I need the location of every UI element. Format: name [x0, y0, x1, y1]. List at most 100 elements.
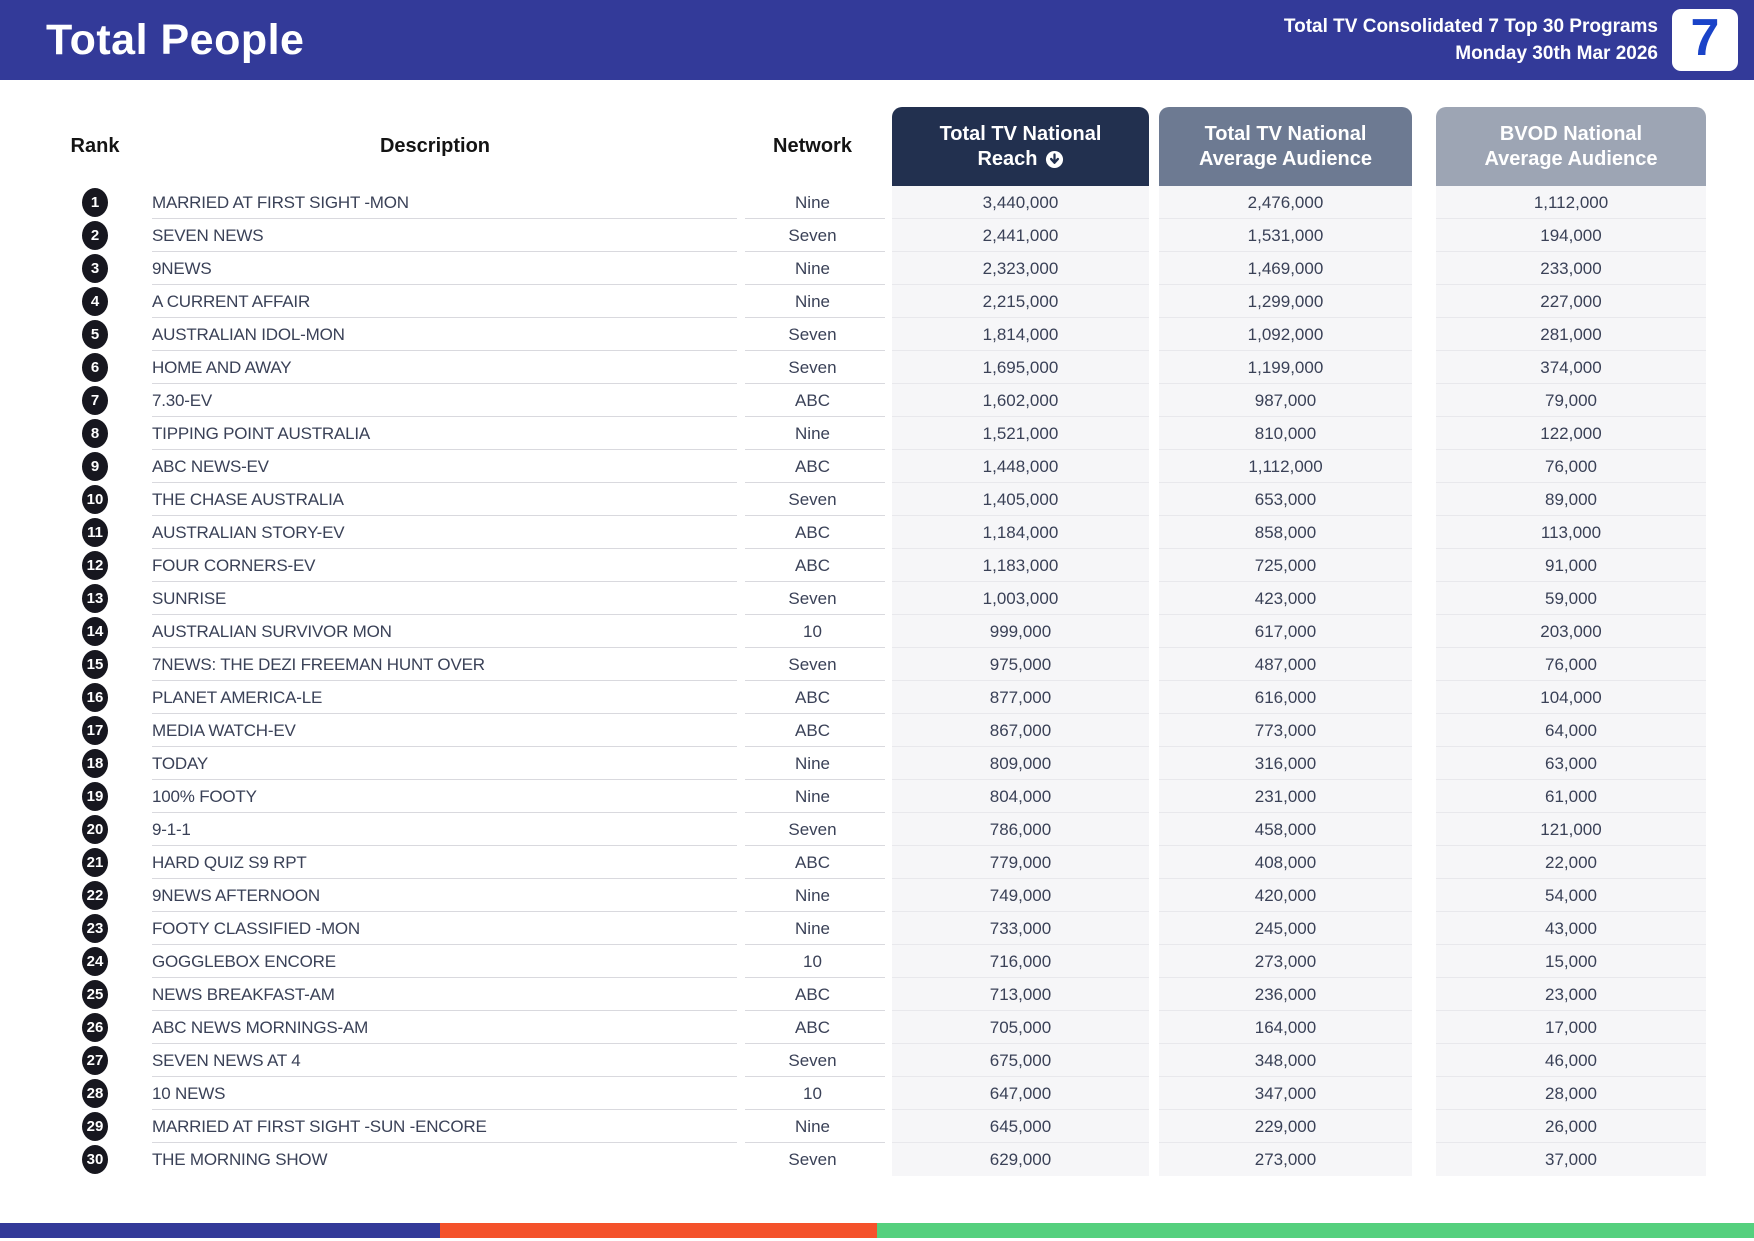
total-tv-reach-cell: 1,003,000 [892, 582, 1149, 615]
network-cell: 10 [740, 945, 885, 978]
rank-badge: 1 [82, 188, 108, 217]
rank-cell: 26 [60, 1011, 130, 1044]
program-description-cell: A CURRENT AFFAIR [130, 285, 740, 318]
table-row: 28 10 NEWS 10 647,000 347,000 28,000 [60, 1077, 1706, 1110]
program-description-cell: 9NEWS AFTERNOON [130, 879, 740, 912]
rank-badge: 28 [82, 1079, 108, 1108]
table-row: 24 GOGGLEBOX ENCORE 10 716,000 273,000 1… [60, 945, 1706, 978]
bvod-average-cell: 15,000 [1436, 945, 1706, 978]
bvod-average-cell: 122,000 [1436, 417, 1706, 450]
rank-badge: 23 [82, 914, 108, 943]
rank-badge: 24 [82, 947, 108, 976]
table-row: 14 AUSTRALIAN SURVIVOR MON 10 999,000 61… [60, 615, 1706, 648]
report-date: Monday 30th Mar 2026 [1455, 43, 1658, 64]
rank-cell: 4 [60, 285, 130, 318]
total-tv-reach-cell: 867,000 [892, 714, 1149, 747]
network-cell: Nine [740, 1110, 885, 1143]
bvod-average-cell: 63,000 [1436, 747, 1706, 780]
rank-cell: 16 [60, 681, 130, 714]
table-row: 22 9NEWS AFTERNOON Nine 749,000 420,000 … [60, 879, 1706, 912]
rank-badge: 7 [82, 386, 108, 415]
column-header-description: Description [379, 135, 491, 157]
bvod-average-cell: 17,000 [1436, 1011, 1706, 1044]
total-tv-reach-cell: 645,000 [892, 1110, 1149, 1143]
network-cell: ABC [740, 1011, 885, 1044]
table-row: 21 HARD QUIZ S9 RPT ABC 779,000 408,000 … [60, 846, 1706, 879]
bvod-average-cell: 1,112,000 [1436, 186, 1706, 219]
rank-cell: 24 [60, 945, 130, 978]
table-row: 3 9NEWS Nine 2,323,000 1,469,000 233,000 [60, 252, 1706, 285]
rank-cell: 28 [60, 1077, 130, 1110]
rank-cell: 22 [60, 879, 130, 912]
total-tv-reach-cell: 975,000 [892, 648, 1149, 681]
footer-accent-segment [876, 1223, 1754, 1238]
rank-cell: 8 [60, 417, 130, 450]
column-header-total-tv-reach[interactable]: Total TV National Reach [892, 107, 1149, 186]
total-tv-average-cell: 458,000 [1159, 813, 1412, 846]
program-description-cell: FOOTY CLASSIFIED -MON [130, 912, 740, 945]
total-tv-reach-cell: 675,000 [892, 1044, 1149, 1077]
program-description-cell: MARRIED AT FIRST SIGHT -MON [130, 186, 740, 219]
rank-badge: 10 [82, 485, 108, 514]
total-tv-reach-cell: 1,521,000 [892, 417, 1149, 450]
program-description-cell: NEWS BREAKFAST-AM [130, 978, 740, 1011]
rank-cell: 27 [60, 1044, 130, 1077]
rank-badge: 22 [82, 881, 108, 910]
bvod-average-cell: 121,000 [1436, 813, 1706, 846]
rank-badge: 29 [82, 1112, 108, 1141]
rank-badge: 9 [82, 452, 108, 481]
column-header-total-tv-average[interactable]: Total TV National Average Audience [1159, 107, 1412, 186]
network-cell: ABC [740, 384, 885, 417]
rank-badge: 14 [82, 617, 108, 646]
table-row: 2 SEVEN NEWS Seven 2,441,000 1,531,000 1… [60, 219, 1706, 252]
circle-arrow-down-icon [1045, 150, 1063, 168]
total-tv-average-cell: 1,469,000 [1159, 252, 1412, 285]
bvod-average-cell: 46,000 [1436, 1044, 1706, 1077]
table-row: 9 ABC NEWS-EV ABC 1,448,000 1,112,000 76… [60, 450, 1706, 483]
program-description-cell: 7NEWS: THE DEZI FREEMAN HUNT OVER [130, 648, 740, 681]
total-tv-reach-cell: 2,323,000 [892, 252, 1149, 285]
program-description-cell: SEVEN NEWS AT 4 [130, 1044, 740, 1077]
rank-badge: 25 [82, 980, 108, 1009]
rank-badge: 6 [82, 353, 108, 382]
column-header-bvod-average[interactable]: BVOD National Average Audience [1436, 107, 1706, 186]
rank-cell: 29 [60, 1110, 130, 1143]
rank-cell: 18 [60, 747, 130, 780]
bvod-average-cell: 203,000 [1436, 615, 1706, 648]
seven-logo-glyph: 7 [1690, 9, 1720, 67]
network-cell: Nine [740, 285, 885, 318]
rank-badge: 18 [82, 749, 108, 778]
table-row: 27 SEVEN NEWS AT 4 Seven 675,000 348,000… [60, 1044, 1706, 1077]
rank-cell: 13 [60, 582, 130, 615]
total-tv-average-cell: 273,000 [1159, 945, 1412, 978]
table-body: 1 MARRIED AT FIRST SIGHT -MON Nine 3,440… [60, 186, 1706, 1176]
total-tv-reach-cell: 1,602,000 [892, 384, 1149, 417]
footer-accent-segment [440, 1223, 877, 1238]
bvod-average-cell: 37,000 [1436, 1143, 1706, 1176]
program-description-cell: MEDIA WATCH-EV [130, 714, 740, 747]
bvod-average-cell: 54,000 [1436, 879, 1706, 912]
program-description-cell: FOUR CORNERS-EV [130, 549, 740, 582]
column-header-network: Network [773, 135, 852, 157]
bvod-average-cell: 61,000 [1436, 780, 1706, 813]
total-tv-average-cell: 408,000 [1159, 846, 1412, 879]
rank-badge: 3 [82, 254, 108, 283]
program-description-cell: HARD QUIZ S9 RPT [130, 846, 740, 879]
table-row: 20 9-1-1 Seven 786,000 458,000 121,000 [60, 813, 1706, 846]
total-tv-reach-cell: 647,000 [892, 1077, 1149, 1110]
bvod-average-cell: 76,000 [1436, 648, 1706, 681]
network-cell: Seven [740, 318, 885, 351]
network-cell: Nine [740, 879, 885, 912]
program-description-cell: ABC NEWS-EV [130, 450, 740, 483]
total-tv-reach-cell: 749,000 [892, 879, 1149, 912]
rank-badge: 17 [82, 716, 108, 745]
program-description-cell: 100% FOOTY [130, 780, 740, 813]
total-tv-reach-cell: 1,184,000 [892, 516, 1149, 549]
page-title: Total People [46, 15, 305, 64]
total-tv-reach-cell: 705,000 [892, 1011, 1149, 1044]
table-row: 7 7.30-EV ABC 1,602,000 987,000 79,000 [60, 384, 1706, 417]
rank-badge: 8 [82, 419, 108, 448]
footer-accent-bar [0, 1223, 1754, 1238]
program-description-cell: SUNRISE [130, 582, 740, 615]
